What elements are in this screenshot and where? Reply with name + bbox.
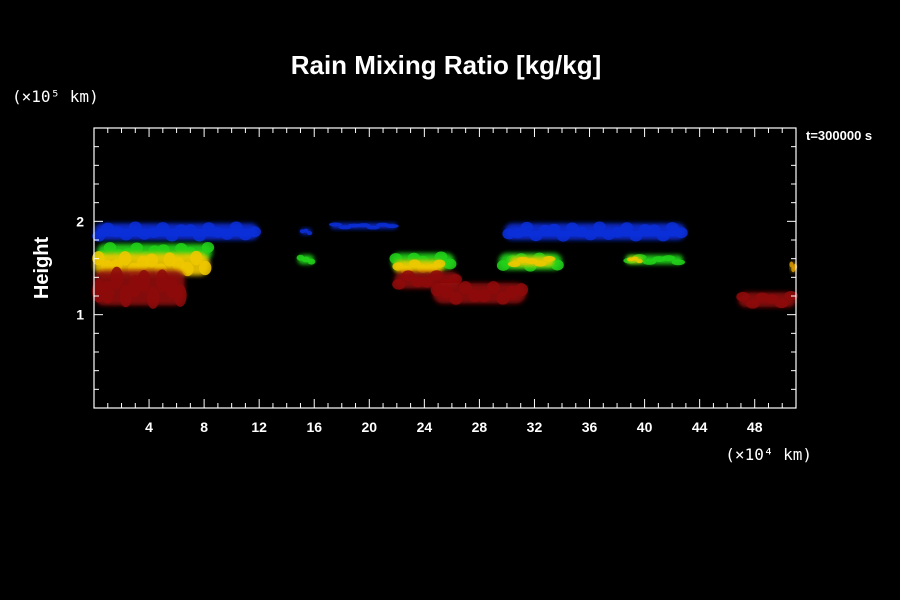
y-tick-label: 2 [76,213,84,229]
y-axis-label: Height [31,237,53,300]
rain-cell-blue [92,221,262,242]
x-tick-label: 32 [527,419,543,435]
rain-cell-red [92,266,187,309]
x-tick-label: 12 [251,419,267,435]
rain-cell-yellow [627,256,643,264]
chart-title: Rain Mixing Ratio [kg/kg] [291,50,602,80]
plot-frame [93,127,797,409]
x-tick-label: 40 [637,419,653,435]
y-unit-label: (×10⁵ km) [12,87,99,106]
x-tick-label: 20 [362,419,378,435]
rain-cell-red [736,290,798,309]
rain-cell-blue [328,222,399,230]
rain-cell-blue [502,221,688,242]
x-tick-label: 8 [200,419,208,435]
x-tick-labels: 4 8 12 16 20 24 28 32 36 40 44 48 [145,419,763,435]
y-tick-label: 1 [76,307,84,323]
x-unit-label: (×10⁴ km) [725,445,812,464]
plot-area [92,221,798,309]
x-tick-label: 24 [417,419,433,435]
x-tick-label: 16 [306,419,322,435]
rain-cell-yellow [507,255,556,268]
x-tick-label: 36 [582,419,598,435]
rain-cell-blue [299,228,313,236]
x-tick-label: 44 [692,419,708,435]
x-tick-label: 48 [747,419,763,435]
time-label: t=300000 s [806,128,872,143]
rain-cell-green [296,254,316,265]
x-tick-label: 4 [145,419,153,435]
y-tick-labels: 12 [76,213,84,322]
rain-cell-red [430,281,529,305]
axes [93,127,797,409]
x-tick-label: 28 [472,419,488,435]
